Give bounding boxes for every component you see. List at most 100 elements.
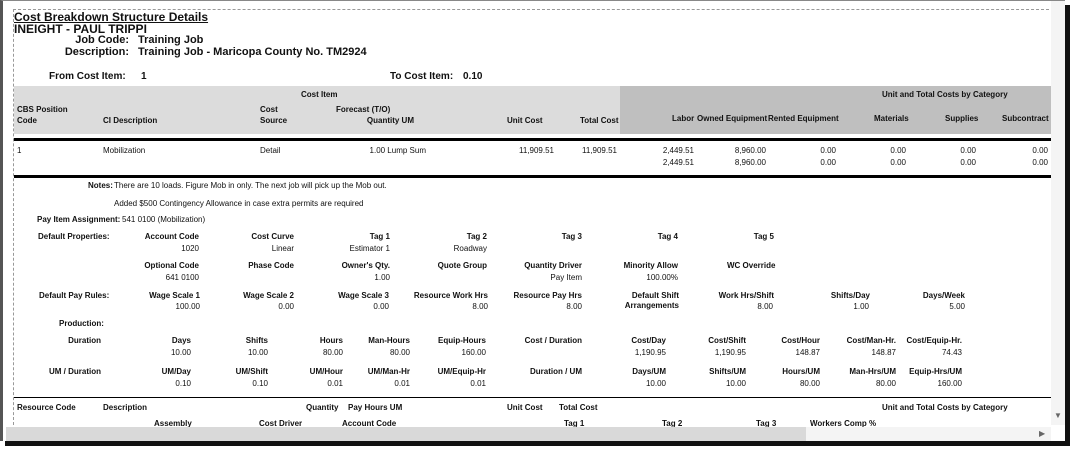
- item-unit-cost: 11,909.51: [519, 146, 554, 155]
- col-rented-equipment: Rented Equipment: [768, 114, 839, 123]
- shift-label: Days/Week: [922, 291, 965, 300]
- total-rented-equipment: 0.00: [820, 158, 836, 167]
- prod-value: 148.87: [871, 348, 896, 357]
- prop-value: 100.00%: [646, 273, 678, 282]
- item-code: 1: [17, 146, 22, 155]
- res-col-cost-driver: Cost Driver: [259, 419, 303, 428]
- unit-supplies: 0.00: [960, 146, 976, 155]
- prod-value: 1,190.95: [714, 348, 746, 357]
- prop-value: Estimator 1: [349, 244, 390, 253]
- res-col-quantity: Quantity: [306, 403, 339, 412]
- res-col-tag2: Tag 2: [662, 419, 683, 428]
- prod-value: 10.00: [725, 379, 746, 388]
- vertical-scrollbar[interactable]: [1051, 1, 1065, 425]
- category-header-band: [620, 86, 1054, 134]
- prod-label: Days/UM: [632, 367, 666, 376]
- prod-value: 160.00: [461, 348, 486, 357]
- duration-um-label: Duration / UM: [530, 367, 582, 376]
- prod-label: Cost/Day: [631, 336, 666, 345]
- res-col-description: Description: [103, 403, 148, 412]
- pay-rule-label: Wage Scale 2: [243, 291, 294, 300]
- unit-rented-equipment: 0.00: [820, 146, 836, 155]
- item-description: Mobilization: [103, 146, 146, 155]
- col-supplies: Supplies: [945, 114, 979, 123]
- prod-value: 148.87: [795, 348, 820, 357]
- cost-item-row[interactable]: [14, 138, 1052, 178]
- prod-value: 0.10: [175, 379, 191, 388]
- unit-labor: 2,449.51: [662, 146, 694, 155]
- prod-label: Man-Hours: [368, 336, 410, 345]
- res-col-tag3: Tag 3: [756, 419, 777, 428]
- from-cost-item-label: From Cost Item:: [49, 71, 126, 82]
- prop-label: Quote Group: [437, 261, 487, 270]
- prod-label: Shifts: [245, 336, 268, 345]
- notes-line-1: There are 10 loads. Figure Mob in only. …: [114, 181, 387, 190]
- category-group-header: Unit and Total Costs by Category: [882, 90, 1008, 99]
- production-label: Production:: [59, 319, 104, 328]
- arrangements-label: Arrangements: [624, 301, 679, 310]
- res-col-total-cost: Total Cost: [559, 403, 598, 412]
- notes-label: Notes:: [88, 181, 113, 190]
- prod-label: Man-Hrs/UM: [849, 367, 896, 376]
- report-viewer: Cost Breakdown Structure Details INEIGHT…: [0, 0, 1065, 441]
- job-code-label: Job Code:: [75, 34, 129, 46]
- col-source: Source: [260, 116, 288, 125]
- res-col-resource-code: Resource Code: [17, 403, 76, 412]
- pay-rule-value: 8.00: [472, 302, 488, 311]
- pay-item-value: 541 0100 (Mobilization): [122, 215, 206, 224]
- pay-rule-value: 100.00: [175, 302, 200, 311]
- prod-label: Cost/Equip-Hr.: [906, 336, 962, 345]
- total-owned-equipment: 8,960.00: [734, 158, 766, 167]
- res-col-unit-cost: Unit Cost: [507, 403, 543, 412]
- prop-label: Account Code: [144, 232, 199, 241]
- prod-value: 0.01: [470, 379, 486, 388]
- prop-value: 1.00: [374, 273, 390, 282]
- prod-label: UM/Man-Hr: [367, 367, 410, 376]
- prod-value: 10.00: [645, 379, 666, 388]
- prod-label: Cost/Hour: [781, 336, 820, 345]
- col-ci-description: CI Description: [103, 116, 158, 125]
- prod-value: 80.00: [799, 379, 820, 388]
- shift-label: Work Hrs/Shift: [718, 291, 774, 300]
- scroll-right-arrow-icon[interactable]: ▶: [1039, 429, 1046, 438]
- col-forecast: Forecast (T/O): [336, 105, 391, 114]
- prod-label: UM/Shift: [235, 367, 268, 376]
- default-shift-label: Default Shift: [631, 291, 679, 300]
- total-labor: 2,449.51: [662, 158, 694, 167]
- item-total-cost: 11,909.51: [582, 146, 617, 155]
- prop-label: Owner's Qty.: [341, 261, 390, 270]
- report-page: Cost Breakdown Structure Details INEIGHT…: [13, 9, 1054, 430]
- prod-value: 1,190.95: [634, 348, 666, 357]
- prop-label: Cost Curve: [251, 232, 294, 241]
- prod-label: Cost/Shift: [708, 336, 746, 345]
- cost-item-group-header: Cost Item: [301, 90, 338, 99]
- pay-rule-label: Wage Scale 1: [149, 291, 200, 300]
- col-owned-equipment: Owned Equipment: [697, 114, 768, 123]
- description-label: Description:: [64, 46, 129, 58]
- res-col-account-code: Account Code: [342, 419, 397, 428]
- to-cost-item-value: 0.10: [463, 71, 483, 82]
- horizontal-scroll-thumb[interactable]: [6, 427, 806, 441]
- col-subcontract: Subcontract: [1002, 114, 1049, 123]
- default-properties-label: Default Properties:: [38, 232, 110, 241]
- unit-subcontract: 0.00: [1032, 146, 1048, 155]
- col-total-cost: Total Cost: [580, 116, 619, 125]
- prop-value: 1020: [181, 244, 199, 253]
- res-col-tag1: Tag 1: [564, 419, 585, 428]
- pay-item-label: Pay Item Assignment:: [37, 215, 121, 224]
- prop-label: Quantity Driver: [524, 261, 582, 270]
- pay-rule-value: 0.00: [278, 302, 294, 311]
- prod-label: Hours/UM: [782, 367, 820, 376]
- prod-label: Equip-Hours: [438, 336, 486, 345]
- scroll-down-arrow-icon[interactable]: ▼: [1054, 411, 1062, 420]
- prod-value: 0.10: [252, 379, 268, 388]
- notes-line-2: Added $500 Contingency Allowance in case…: [114, 199, 364, 208]
- unit-materials: 0.00: [890, 146, 906, 155]
- prod-label: UM/Hour: [309, 367, 343, 376]
- prop-value: Linear: [271, 244, 294, 253]
- col-cost: Cost: [260, 105, 278, 114]
- prop-label: Tag 4: [657, 232, 678, 241]
- col-code: Code: [17, 116, 37, 125]
- prod-label: Shifts/UM: [709, 367, 746, 376]
- prod-label: Days: [171, 336, 191, 345]
